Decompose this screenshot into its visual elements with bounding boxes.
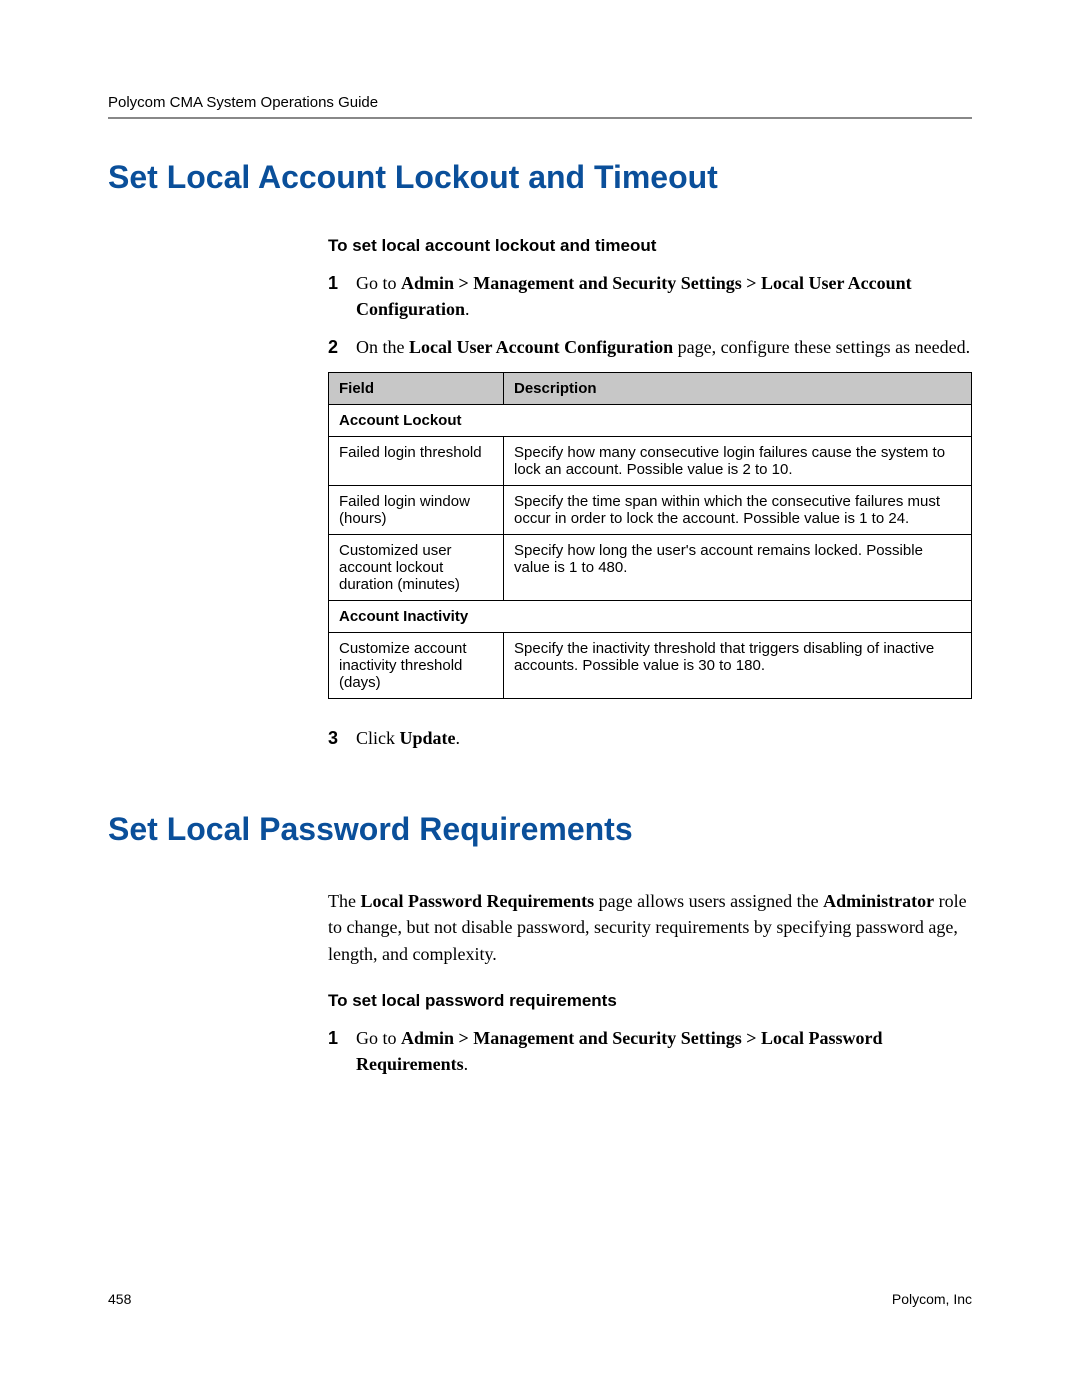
step-text-bold: Update bbox=[400, 728, 456, 748]
running-header: Polycom CMA System Operations Guide bbox=[108, 94, 972, 117]
steps-password: 1 Go to Admin > Management and Security … bbox=[328, 1025, 972, 1077]
footer-company: Polycom, Inc bbox=[892, 1291, 972, 1307]
table-header-field: Field bbox=[329, 373, 504, 405]
table-header-row: Field Description bbox=[329, 373, 972, 405]
table-cell-field: Failed login threshold bbox=[329, 437, 504, 486]
table-cell-field: Customize account inactivity threshold (… bbox=[329, 633, 504, 699]
header-rule bbox=[108, 117, 972, 119]
section-heading-password: Set Local Password Requirements bbox=[108, 811, 972, 848]
step-text-pre: Go to bbox=[356, 1028, 401, 1048]
table-cell-desc: Specify the time span within which the c… bbox=[504, 486, 972, 535]
step-text-post: . bbox=[456, 728, 461, 748]
step-text-bold: Admin > Management and Security Settings… bbox=[356, 273, 912, 319]
step-2: 2 On the Local User Account Configuratio… bbox=[328, 334, 972, 360]
step-3: 3 Click Update. bbox=[328, 725, 972, 751]
step-text-post: page, configure these settings as needed… bbox=[673, 337, 970, 357]
step-number: 1 bbox=[328, 270, 356, 296]
step-text: Go to Admin > Management and Security Se… bbox=[356, 270, 972, 322]
table-row: Failed login window (hours) Specify the … bbox=[329, 486, 972, 535]
steps-lockout: 1 Go to Admin > Management and Security … bbox=[328, 270, 972, 360]
step-text-bold: Local User Account Configuration bbox=[409, 337, 673, 357]
steps-lockout-cont: 3 Click Update. bbox=[328, 725, 972, 751]
table-row: Customize account inactivity threshold (… bbox=[329, 633, 972, 699]
step-1: 1 Go to Admin > Management and Security … bbox=[328, 1025, 972, 1077]
step-text-pre: Go to bbox=[356, 273, 401, 293]
table-cell-field: Customized user account lockout duration… bbox=[329, 535, 504, 601]
table-cell-desc: Specify the inactivity threshold that tr… bbox=[504, 633, 972, 699]
table-section-label: Account Inactivity bbox=[329, 601, 972, 633]
step-number: 2 bbox=[328, 334, 356, 360]
intro-mid: page allows users assigned the bbox=[594, 891, 823, 911]
table-cell-field: Failed login window (hours) bbox=[329, 486, 504, 535]
table-cell-desc: Specify how long the user's account rema… bbox=[504, 535, 972, 601]
step-text: Click Update. bbox=[356, 725, 972, 751]
step-number: 3 bbox=[328, 725, 356, 751]
step-text: On the Local User Account Configuration … bbox=[356, 334, 972, 360]
step-text-pre: Click bbox=[356, 728, 400, 748]
table-header-description: Description bbox=[504, 373, 972, 405]
table-cell-desc: Specify how many consecutive login failu… bbox=[504, 437, 972, 486]
settings-table: Field Description Account Lockout Failed… bbox=[328, 372, 972, 699]
table-section-row: Account Lockout bbox=[329, 405, 972, 437]
intro-bold-1: Local Password Requirements bbox=[360, 891, 594, 911]
step-number: 1 bbox=[328, 1025, 356, 1051]
page-number: 458 bbox=[108, 1291, 131, 1307]
page-footer: 458 Polycom, Inc bbox=[108, 1291, 972, 1307]
step-1: 1 Go to Admin > Management and Security … bbox=[328, 270, 972, 322]
table-row: Customized user account lockout duration… bbox=[329, 535, 972, 601]
step-text-bold: Admin > Management and Security Settings… bbox=[356, 1028, 883, 1074]
step-text: Go to Admin > Management and Security Se… bbox=[356, 1025, 972, 1077]
table-section-row: Account Inactivity bbox=[329, 601, 972, 633]
step-text-pre: On the bbox=[356, 337, 409, 357]
step-text-post: . bbox=[464, 1054, 469, 1074]
procedure-title-lockout: To set local account lockout and timeout bbox=[328, 236, 972, 256]
intro-bold-2: Administrator bbox=[823, 891, 934, 911]
step-text-post: . bbox=[465, 299, 470, 319]
procedure-title-password: To set local password requirements bbox=[328, 991, 972, 1011]
intro-paragraph: The Local Password Requirements page all… bbox=[328, 888, 972, 966]
table-row: Failed login threshold Specify how many … bbox=[329, 437, 972, 486]
intro-pre: The bbox=[328, 891, 360, 911]
table-section-label: Account Lockout bbox=[329, 405, 972, 437]
section-heading-lockout: Set Local Account Lockout and Timeout bbox=[108, 159, 972, 196]
